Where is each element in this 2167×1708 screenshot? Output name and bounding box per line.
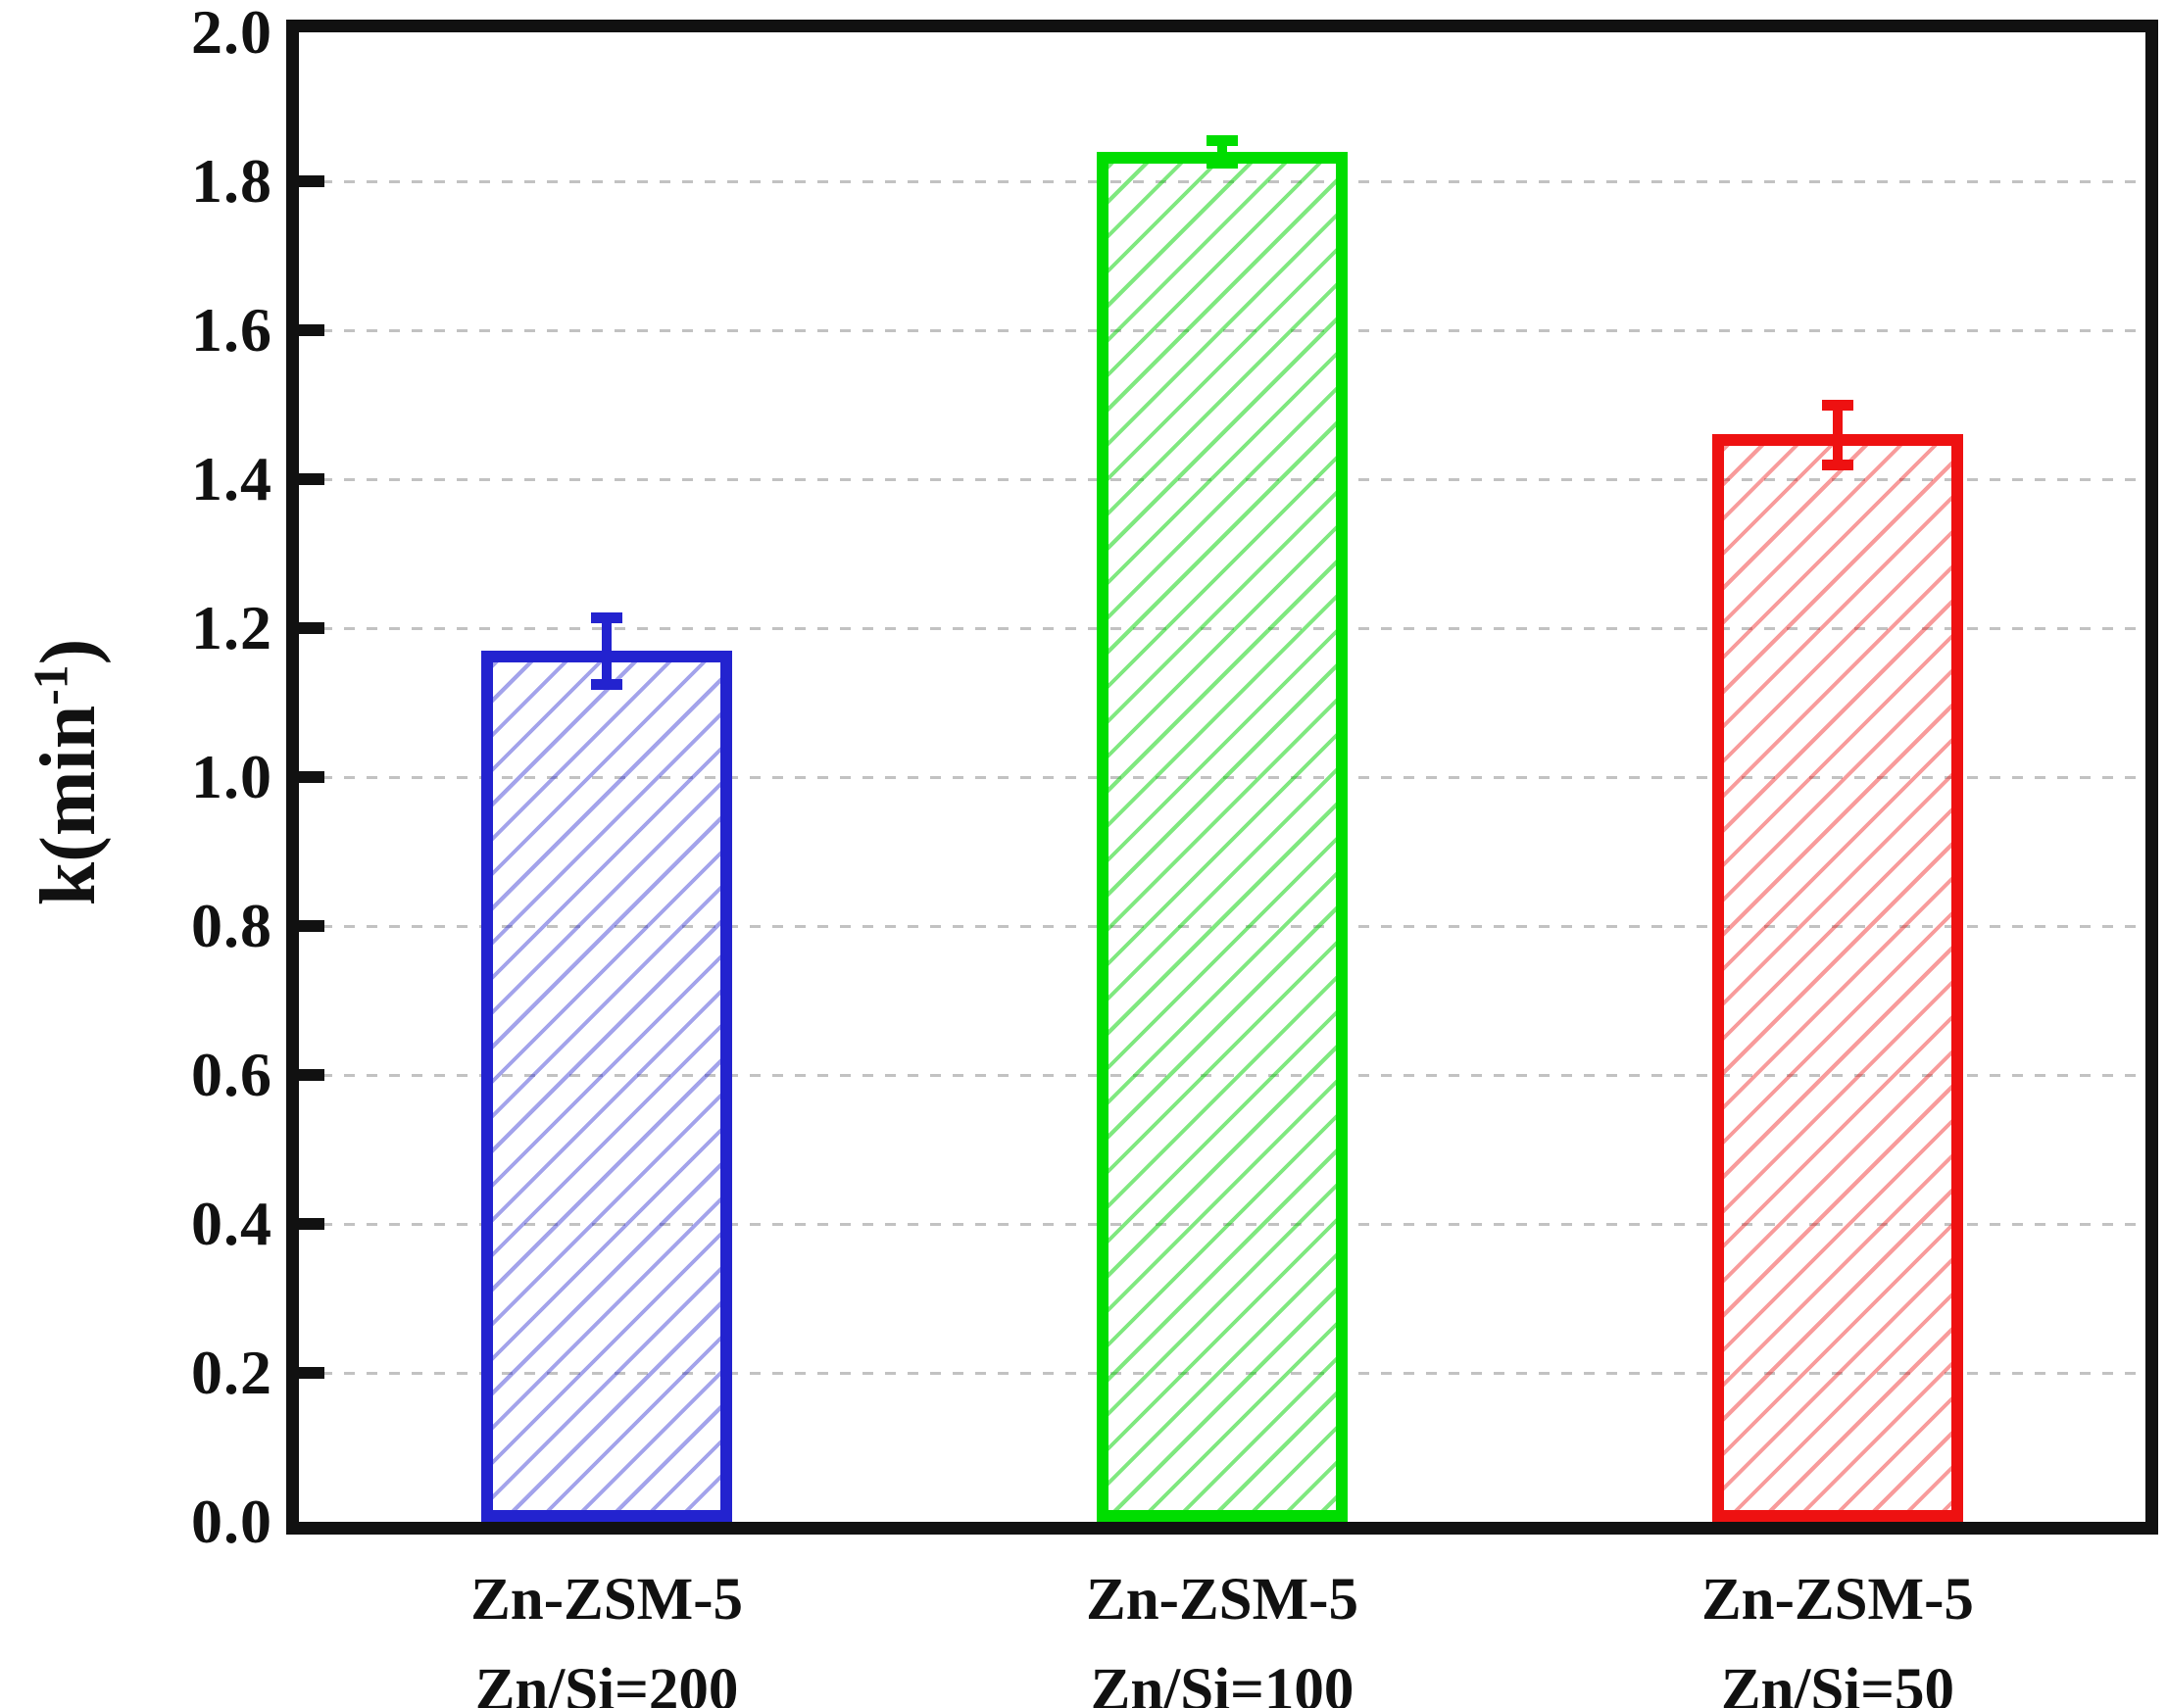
error-bar-cap xyxy=(1207,135,1238,147)
x-category-label: Zn-ZSM-5 Zn/Si=100 xyxy=(918,1555,1526,1708)
error-bar xyxy=(1832,405,1843,464)
y-tick-mark xyxy=(299,473,324,485)
x-category-line2: Zn/Si=50 xyxy=(1720,1657,1955,1708)
x-category-line2: Zn/Si=100 xyxy=(1090,1657,1354,1708)
y-tick-label: 1.8 xyxy=(191,146,272,216)
x-category-label: Zn-ZSM-5 Zn/Si=50 xyxy=(1534,1555,2142,1708)
bar-zn-si-50 xyxy=(1711,434,1963,1522)
bar-zn-si-200 xyxy=(481,650,733,1522)
bar-zn-si-100 xyxy=(1097,151,1348,1522)
y-tick-label: 0.2 xyxy=(191,1338,272,1407)
y-tick-label: 0.4 xyxy=(191,1189,272,1258)
error-bar-cap xyxy=(1821,400,1853,411)
y-tick-label: 1.2 xyxy=(191,593,272,662)
y-tick-mark xyxy=(299,771,324,783)
y-tick-mark xyxy=(299,175,324,187)
x-category-line2: Zn/Si=200 xyxy=(474,1657,739,1708)
y-tick-mark xyxy=(299,1069,324,1081)
error-bar xyxy=(1217,140,1227,163)
y-tick-label: 0.8 xyxy=(191,891,272,960)
error-bar xyxy=(602,616,613,684)
y-axis-title-superscript: -1 xyxy=(24,664,78,706)
y-tick-mark xyxy=(299,1218,324,1230)
x-category-line1: Zn-ZSM-5 xyxy=(1700,1567,1974,1633)
y-tick-mark xyxy=(299,1367,324,1379)
y-tick-label: 1.0 xyxy=(191,742,272,811)
error-bar-cap xyxy=(1821,459,1853,470)
plot-area xyxy=(286,20,2158,1535)
error-bar-cap xyxy=(591,679,623,690)
y-tick-label: 2.0 xyxy=(191,0,272,67)
y-tick-label: 0.0 xyxy=(191,1487,272,1556)
y-tick-label: 1.6 xyxy=(191,295,272,365)
y-tick-mark xyxy=(299,324,324,336)
x-category-line1: Zn-ZSM-5 xyxy=(470,1567,744,1633)
x-category-label: Zn-ZSM-5 Zn/Si=200 xyxy=(303,1555,911,1708)
y-tick-mark xyxy=(299,920,324,932)
y-tick-label: 0.6 xyxy=(191,1040,272,1109)
y-tick-mark xyxy=(299,622,324,634)
y-tick-label: 1.4 xyxy=(191,444,272,513)
error-bar-cap xyxy=(1207,158,1238,169)
error-bar-cap xyxy=(591,611,623,623)
x-category-line1: Zn-ZSM-5 xyxy=(1086,1567,1358,1633)
